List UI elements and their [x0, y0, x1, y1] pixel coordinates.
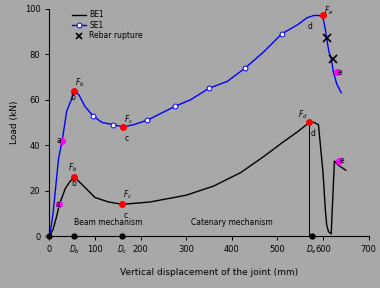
X-axis label: Vertical displacement of the joint (mm): Vertical displacement of the joint (mm): [120, 268, 298, 277]
Text: $D_c$: $D_c$: [117, 243, 128, 255]
Text: $F_{b}$: $F_{b}$: [75, 77, 85, 90]
Text: b: b: [70, 93, 75, 102]
Text: $F_{c}$: $F_{c}$: [123, 188, 133, 201]
Y-axis label: Load (kN): Load (kN): [10, 101, 19, 144]
Text: a: a: [57, 136, 62, 145]
Text: b: b: [71, 179, 76, 188]
Text: Beam mechanism: Beam mechanism: [74, 218, 143, 227]
Text: $F_{c}$: $F_{c}$: [124, 113, 133, 126]
Text: $F_{d}$: $F_{d}$: [298, 109, 308, 121]
Text: $D_e$: $D_e$: [306, 243, 317, 255]
Text: Catenary mechanism: Catenary mechanism: [191, 218, 272, 227]
Text: d: d: [310, 129, 315, 138]
Text: $F_{b}$: $F_{b}$: [68, 161, 78, 174]
Text: $F_{e}$: $F_{e}$: [325, 4, 334, 17]
Text: e: e: [337, 68, 342, 77]
Text: d: d: [307, 22, 312, 31]
Text: a: a: [56, 200, 60, 209]
Legend: BE1, SE1, Rebar rupture: BE1, SE1, Rebar rupture: [72, 10, 143, 40]
Text: $D_b$: $D_b$: [69, 243, 80, 255]
Text: c: c: [123, 211, 127, 220]
Text: e: e: [340, 156, 345, 165]
Text: c: c: [124, 134, 128, 143]
